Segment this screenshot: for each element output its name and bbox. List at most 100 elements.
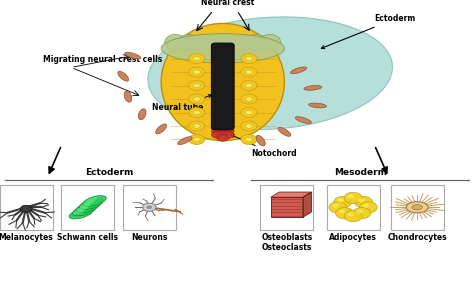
Ellipse shape bbox=[118, 71, 129, 81]
Ellipse shape bbox=[178, 137, 192, 144]
Circle shape bbox=[245, 83, 253, 88]
Text: Adipocytes: Adipocytes bbox=[329, 233, 377, 242]
Circle shape bbox=[336, 208, 354, 219]
Ellipse shape bbox=[161, 34, 284, 63]
Circle shape bbox=[193, 83, 201, 88]
Circle shape bbox=[241, 108, 257, 117]
Circle shape bbox=[143, 203, 156, 212]
Text: Mesoderm: Mesoderm bbox=[334, 168, 387, 177]
Ellipse shape bbox=[138, 109, 146, 120]
Ellipse shape bbox=[155, 124, 167, 134]
Ellipse shape bbox=[83, 196, 106, 206]
Circle shape bbox=[245, 56, 253, 61]
Ellipse shape bbox=[87, 197, 98, 202]
Ellipse shape bbox=[125, 52, 141, 59]
Text: Neurons: Neurons bbox=[131, 233, 167, 242]
Ellipse shape bbox=[148, 17, 392, 130]
Circle shape bbox=[347, 194, 354, 198]
Circle shape bbox=[189, 108, 205, 117]
Circle shape bbox=[223, 131, 234, 138]
Ellipse shape bbox=[73, 205, 96, 216]
Circle shape bbox=[245, 124, 253, 128]
Circle shape bbox=[189, 94, 205, 104]
Circle shape bbox=[189, 121, 205, 131]
Circle shape bbox=[337, 198, 344, 202]
Circle shape bbox=[189, 81, 205, 91]
Circle shape bbox=[356, 209, 363, 213]
Circle shape bbox=[193, 97, 201, 101]
Circle shape bbox=[339, 209, 346, 213]
Ellipse shape bbox=[77, 207, 87, 211]
FancyBboxPatch shape bbox=[123, 185, 176, 230]
FancyBboxPatch shape bbox=[211, 43, 234, 130]
Circle shape bbox=[332, 203, 339, 207]
Text: Ectoderm: Ectoderm bbox=[85, 168, 133, 177]
Circle shape bbox=[359, 202, 377, 213]
Text: Notochord: Notochord bbox=[231, 135, 297, 159]
FancyBboxPatch shape bbox=[61, 185, 114, 230]
Circle shape bbox=[347, 212, 354, 216]
Ellipse shape bbox=[205, 35, 227, 51]
Ellipse shape bbox=[161, 23, 284, 141]
Ellipse shape bbox=[178, 35, 200, 51]
Circle shape bbox=[329, 202, 347, 213]
FancyBboxPatch shape bbox=[391, 185, 444, 230]
Ellipse shape bbox=[232, 35, 254, 51]
Text: Schwann cells: Schwann cells bbox=[57, 233, 118, 242]
FancyBboxPatch shape bbox=[260, 185, 313, 230]
Ellipse shape bbox=[406, 202, 428, 213]
Circle shape bbox=[334, 197, 352, 207]
Ellipse shape bbox=[291, 67, 307, 74]
Ellipse shape bbox=[69, 208, 92, 219]
Circle shape bbox=[189, 67, 205, 77]
Ellipse shape bbox=[246, 35, 267, 51]
Circle shape bbox=[358, 198, 365, 202]
Circle shape bbox=[189, 134, 205, 144]
Polygon shape bbox=[271, 197, 303, 217]
FancyBboxPatch shape bbox=[327, 185, 380, 230]
Text: Neural crest: Neural crest bbox=[201, 0, 254, 7]
Circle shape bbox=[193, 70, 201, 74]
Circle shape bbox=[193, 110, 201, 115]
Circle shape bbox=[211, 127, 223, 134]
Text: Migrating neural crest cells: Migrating neural crest cells bbox=[43, 55, 162, 64]
Text: Ectoderm: Ectoderm bbox=[321, 14, 416, 49]
Ellipse shape bbox=[124, 91, 132, 102]
Ellipse shape bbox=[278, 127, 291, 136]
Circle shape bbox=[245, 137, 253, 142]
FancyBboxPatch shape bbox=[0, 185, 53, 230]
Ellipse shape bbox=[79, 199, 103, 209]
Circle shape bbox=[241, 54, 257, 64]
Ellipse shape bbox=[259, 35, 281, 51]
Circle shape bbox=[217, 124, 228, 131]
Circle shape bbox=[245, 97, 253, 101]
Circle shape bbox=[241, 134, 257, 144]
Ellipse shape bbox=[295, 117, 311, 124]
Ellipse shape bbox=[192, 35, 213, 51]
Circle shape bbox=[241, 67, 257, 77]
Circle shape bbox=[211, 131, 223, 138]
Circle shape bbox=[223, 127, 234, 134]
Circle shape bbox=[193, 124, 201, 128]
Ellipse shape bbox=[76, 202, 100, 213]
Ellipse shape bbox=[80, 203, 91, 208]
Circle shape bbox=[245, 70, 253, 74]
Ellipse shape bbox=[73, 210, 84, 214]
Polygon shape bbox=[303, 192, 311, 217]
Ellipse shape bbox=[165, 35, 186, 51]
Circle shape bbox=[189, 54, 205, 64]
Ellipse shape bbox=[256, 135, 265, 146]
Circle shape bbox=[241, 121, 257, 131]
Ellipse shape bbox=[304, 86, 322, 90]
Ellipse shape bbox=[309, 103, 327, 108]
Circle shape bbox=[245, 110, 253, 115]
Text: Melanocytes: Melanocytes bbox=[0, 233, 54, 242]
Circle shape bbox=[353, 208, 371, 219]
Circle shape bbox=[344, 193, 362, 203]
Circle shape bbox=[344, 211, 362, 222]
Circle shape bbox=[363, 203, 369, 207]
Circle shape bbox=[20, 205, 32, 212]
Circle shape bbox=[241, 94, 257, 104]
Ellipse shape bbox=[219, 35, 240, 51]
Circle shape bbox=[355, 197, 373, 207]
